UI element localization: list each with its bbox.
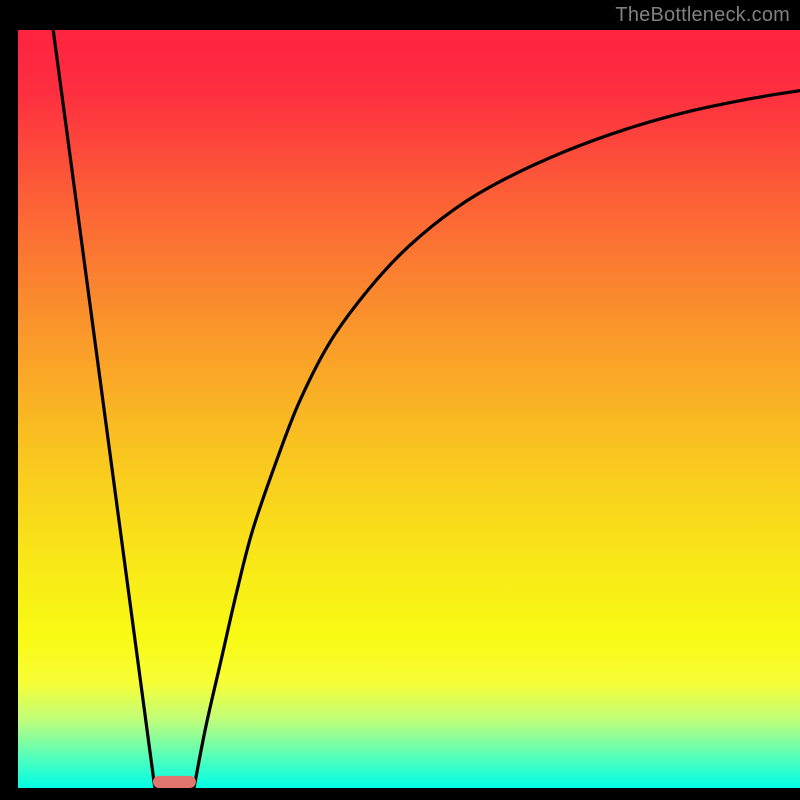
watermark-text: TheBottleneck.com xyxy=(615,4,790,27)
bottleneck-chart xyxy=(0,0,800,800)
dip-marker xyxy=(153,776,196,788)
plot-background xyxy=(18,30,800,788)
